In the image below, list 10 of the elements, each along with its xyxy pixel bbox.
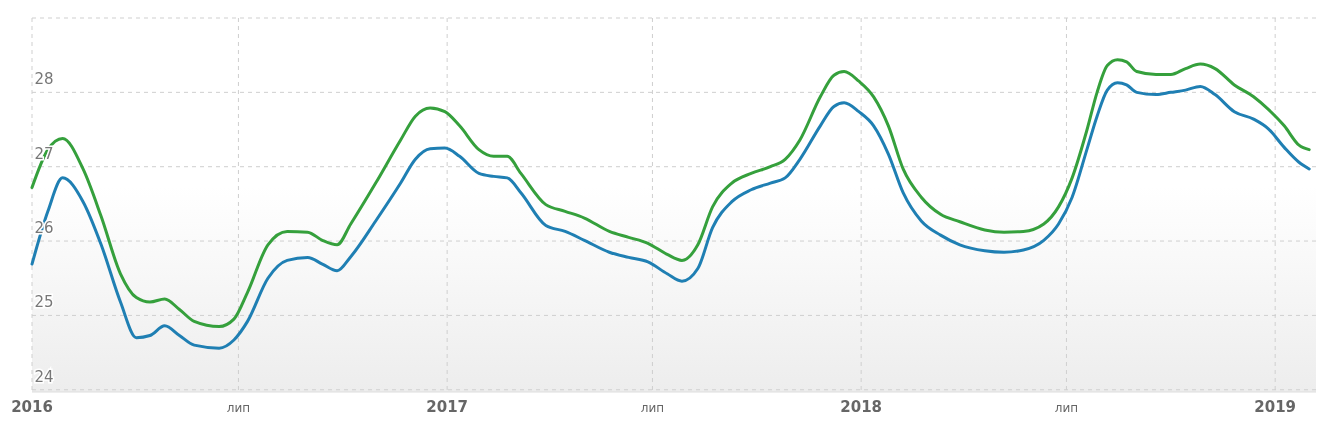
x-tick-label: лип (640, 401, 665, 415)
y-tick-label: 24 (34, 367, 54, 386)
y-tick-label: 25 (34, 293, 54, 312)
x-tick-label: 2017 (426, 398, 469, 416)
x-tick-label: 2016 (11, 398, 53, 416)
y-tick-label: 28 (34, 70, 54, 89)
x-tick-label: лип (226, 401, 251, 415)
x-tick-label: 2019 (1254, 398, 1297, 416)
x-tick-label: 2018 (840, 398, 883, 416)
x-tick-label: лип (1054, 401, 1079, 415)
